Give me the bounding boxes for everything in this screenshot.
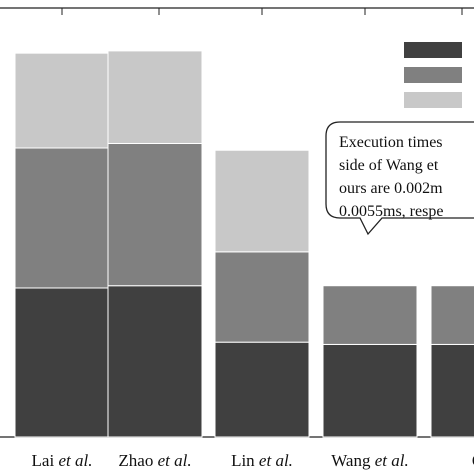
bar-lai-segment-2 xyxy=(14,147,110,289)
bar-wang-segment-1 xyxy=(322,343,418,438)
x-tick-label-lai: Lai et al. xyxy=(32,451,93,470)
bar-zhao-segment-1 xyxy=(107,285,203,438)
bar-lin-segment-3 xyxy=(214,149,310,253)
bar-wang-segment-2 xyxy=(322,285,418,345)
x-tick-label-zhao: Zhao et al. xyxy=(118,451,191,470)
legend-swatch-3 xyxy=(404,92,462,108)
x-tick-label-lin: Lin et al. xyxy=(231,451,293,470)
callout-line-1: Execution times xyxy=(339,134,443,151)
bar-lin-segment-2 xyxy=(214,251,310,343)
annotation-callout: Execution times side of Wang et ours are 0… xyxy=(325,121,474,236)
x-tick-label-wang: Wang et al. xyxy=(331,451,408,470)
callout-line-2: side of Wang et xyxy=(339,157,439,174)
bar-zhao-segment-2 xyxy=(107,142,203,287)
bar-zhao-segment-3 xyxy=(107,50,203,144)
bar-lin-segment-1 xyxy=(214,341,310,438)
bar-o-segment-1 xyxy=(430,343,474,438)
callout-bubble xyxy=(325,121,474,236)
callout-line-4: 0.0055ms, respe xyxy=(339,203,443,220)
callout-line-3: ours are 0.002m xyxy=(339,180,443,197)
legend xyxy=(404,42,462,108)
legend-swatch-1 xyxy=(404,42,462,58)
bar-lai-segment-3 xyxy=(14,52,110,149)
bar-o-segment-2 xyxy=(430,285,474,345)
legend-swatch-2 xyxy=(404,67,462,83)
x-tick-label-o: O xyxy=(472,451,474,470)
bars-group xyxy=(14,50,474,438)
bar-lai-segment-1 xyxy=(14,287,110,438)
x-tick-labels: Lai et al. Zhao et al. Lin et al. Wang et a… xyxy=(32,451,474,470)
